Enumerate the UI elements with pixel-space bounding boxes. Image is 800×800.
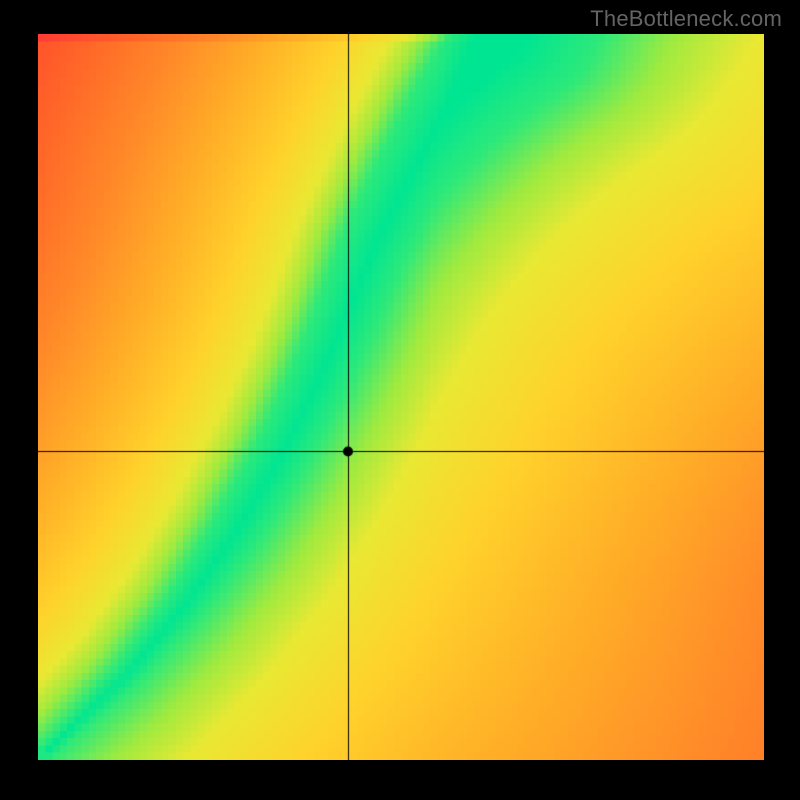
watermark-text: TheBottleneck.com: [590, 6, 782, 32]
bottleneck-heatmap: [38, 34, 764, 760]
